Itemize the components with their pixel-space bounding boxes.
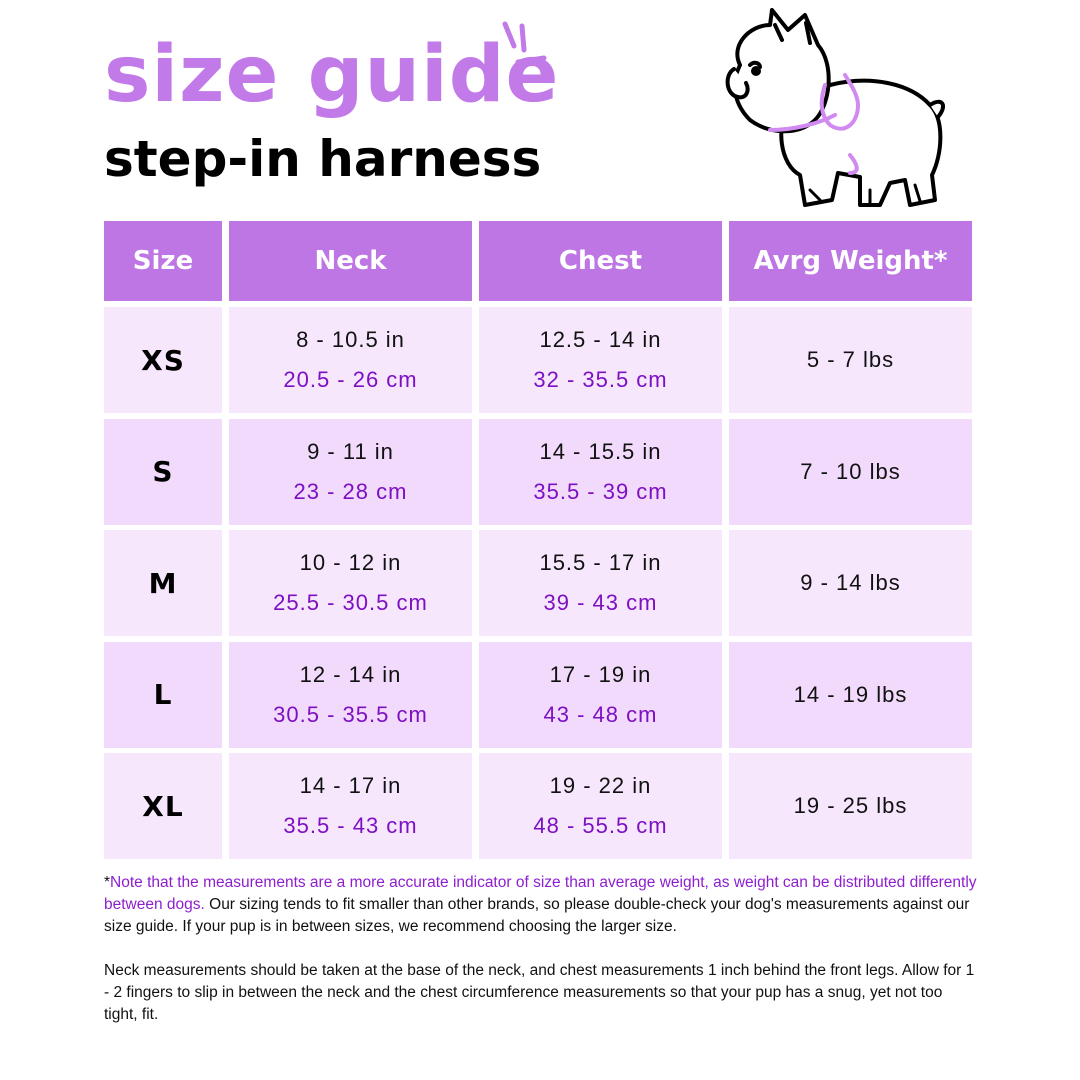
note-rest: Our sizing tends to fit smaller than oth… (104, 896, 970, 935)
size-label: L (153, 678, 173, 711)
neck-centimeters: 20.5 - 26 cm (283, 367, 418, 392)
column-header-neck: Neck (229, 221, 472, 301)
weight-cell: 19 - 25 lbs (729, 753, 972, 859)
size-label: XL (142, 789, 184, 823)
neck-cell: 8 - 10.5 in 20.5 - 26 cm (229, 307, 472, 413)
chest-inches: 15.5 - 17 in (539, 550, 662, 575)
size-cell: S (104, 418, 222, 525)
size-label: S (152, 455, 174, 488)
neck-centimeters: 25.5 - 30.5 cm (273, 590, 428, 615)
chest-centimeters: 43 - 48 cm (543, 701, 658, 727)
page-subtitle: step-in harness (104, 130, 542, 188)
size-cell: L (104, 641, 222, 748)
chest-inches: 14 - 15.5 in (539, 438, 662, 464)
column-header-size: Size (104, 221, 222, 301)
neck-centimeters: 30.5 - 35.5 cm (273, 701, 428, 727)
neck-inches: 9 - 11 in (307, 438, 394, 464)
weight-value: 5 - 7 lbs (806, 347, 895, 372)
chest-centimeters: 48 - 55.5 cm (533, 813, 668, 838)
note-highlight: Note that the measurements are a more ac… (104, 874, 977, 913)
weight-cell: 9 - 14 lbs (729, 530, 972, 636)
weight-value: 14 - 19 lbs (793, 681, 908, 707)
chest-centimeters: 32 - 35.5 cm (533, 367, 668, 392)
size-cell: XL (104, 753, 222, 859)
chest-inches: 17 - 19 in (549, 661, 652, 687)
chest-centimeters: 35.5 - 39 cm (533, 478, 668, 504)
neck-cell: 9 - 11 in 23 - 28 cm (229, 418, 472, 525)
notes: *Note that the measurements are a more a… (104, 872, 979, 1048)
neck-cell: 12 - 14 in 30.5 - 35.5 cm (229, 641, 472, 748)
note-paragraph-2: Neck measurements should be taken at the… (104, 962, 975, 1023)
sparkle-lines-icon (502, 21, 547, 65)
weight-cell: 5 - 7 lbs (729, 307, 972, 413)
chest-cell: 17 - 19 in 43 - 48 cm (479, 641, 722, 748)
weight-value: 9 - 14 lbs (800, 570, 901, 595)
neck-inches: 10 - 12 in (299, 550, 402, 575)
neck-inches: 8 - 10.5 in (296, 327, 405, 352)
chest-cell: 15.5 - 17 in 39 - 43 cm (479, 530, 722, 636)
chest-cell: 19 - 22 in 48 - 55.5 cm (479, 753, 722, 859)
french-bulldog-illustration (725, 8, 946, 207)
chest-inches: 12.5 - 14 in (539, 327, 662, 352)
size-table: Size Neck Chest Avrg Weight* XS 8 - 10.5 … (104, 221, 972, 865)
note-paragraph-1: *Note that the measurements are a more a… (104, 872, 979, 938)
chest-centimeters: 39 - 43 cm (543, 590, 658, 615)
weight-cell: 7 - 10 lbs (729, 418, 972, 525)
size-label: XS (141, 343, 185, 377)
weight-cell: 14 - 19 lbs (729, 641, 972, 748)
neck-cell: 14 - 17 in 35.5 - 43 cm (229, 753, 472, 859)
neck-centimeters: 23 - 28 cm (293, 478, 408, 504)
weight-value: 19 - 25 lbs (793, 793, 908, 818)
weight-value: 7 - 10 lbs (800, 458, 901, 484)
column-header-weight: Avrg Weight* (729, 221, 972, 301)
page-title: size guide (104, 30, 560, 120)
neck-inches: 14 - 17 in (299, 773, 402, 798)
column-header-chest: Chest (479, 221, 722, 301)
chest-cell: 12.5 - 14 in 32 - 35.5 cm (479, 307, 722, 413)
size-label: M (148, 566, 178, 600)
neck-centimeters: 35.5 - 43 cm (283, 813, 418, 838)
chest-inches: 19 - 22 in (549, 773, 652, 798)
asterisk: * (104, 874, 111, 891)
chest-cell: 14 - 15.5 in 35.5 - 39 cm (479, 418, 722, 525)
neck-cell: 10 - 12 in 25.5 - 30.5 cm (229, 530, 472, 636)
neck-inches: 12 - 14 in (299, 661, 402, 687)
size-cell: XS (104, 307, 222, 413)
size-cell: M (104, 530, 222, 636)
